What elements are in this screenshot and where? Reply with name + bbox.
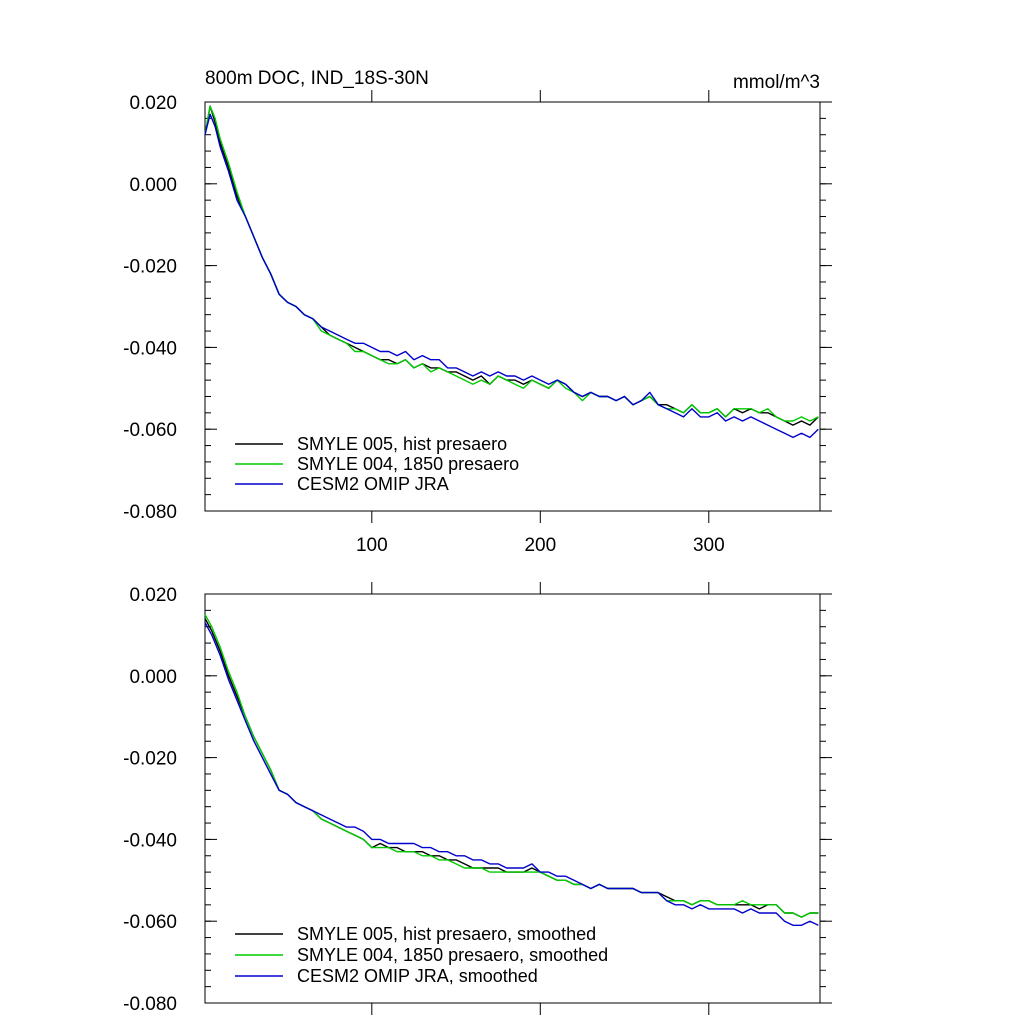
y-tick-label: -0.040 <box>123 830 177 851</box>
y-tick-label: -0.060 <box>123 912 177 933</box>
x-tick-label: 100 <box>356 535 388 556</box>
y-tick-label: 0.020 <box>129 93 177 114</box>
legend-label-1: SMYLE 005, hist presaero <box>297 434 507 454</box>
legend-label-1: SMYLE 005, hist presaero, smoothed <box>297 924 596 944</box>
chart-title: 800m DOC, IND_18S-30N <box>205 68 429 89</box>
plot-frame <box>204 593 821 1004</box>
legend-label-3: CESM2 OMIP JRA, smoothed <box>297 966 538 986</box>
units-label: mmol/m^3 <box>733 72 820 93</box>
series-line-3 <box>204 622 819 926</box>
y-tick-label: 0.020 <box>129 585 177 606</box>
plot-frame <box>204 101 821 512</box>
legend-label-3: CESM2 OMIP JRA <box>297 474 449 494</box>
y-tick-label: -0.060 <box>123 420 177 441</box>
y-tick-label: 0.000 <box>129 667 177 688</box>
y-tick-label: -0.080 <box>123 502 177 523</box>
plot-area-top: 0.020 0.000 -0.020 -0.040 -0.060 -0.080 100 200… <box>123 90 832 556</box>
x-tick-label: 300 <box>693 535 725 556</box>
y-tick-label: -0.080 <box>123 994 177 1015</box>
panel-bottom: 0.020 0.000 -0.020 -0.040 -0.060 -0.080 SMYLE … <box>123 582 832 1015</box>
y-tick-label: 0.000 <box>129 175 177 196</box>
y-tick-label: -0.020 <box>123 257 177 278</box>
x-tick-label: 200 <box>524 535 556 556</box>
legend-label-2: SMYLE 004, 1850 presaero, smoothed <box>297 945 608 965</box>
panel-top: 800m DOC, IND_18S-30N mmol/m^3 0.020 0.00… <box>123 68 832 556</box>
series-line-3 <box>204 113 819 439</box>
plot-area-bottom: 0.020 0.000 -0.020 -0.040 -0.060 -0.080 SMYLE … <box>123 582 832 1015</box>
y-tick-label: -0.020 <box>123 749 177 770</box>
y-tick-label: -0.040 <box>123 338 177 359</box>
legend-label-2: SMYLE 004, 1850 presaero <box>297 454 519 474</box>
